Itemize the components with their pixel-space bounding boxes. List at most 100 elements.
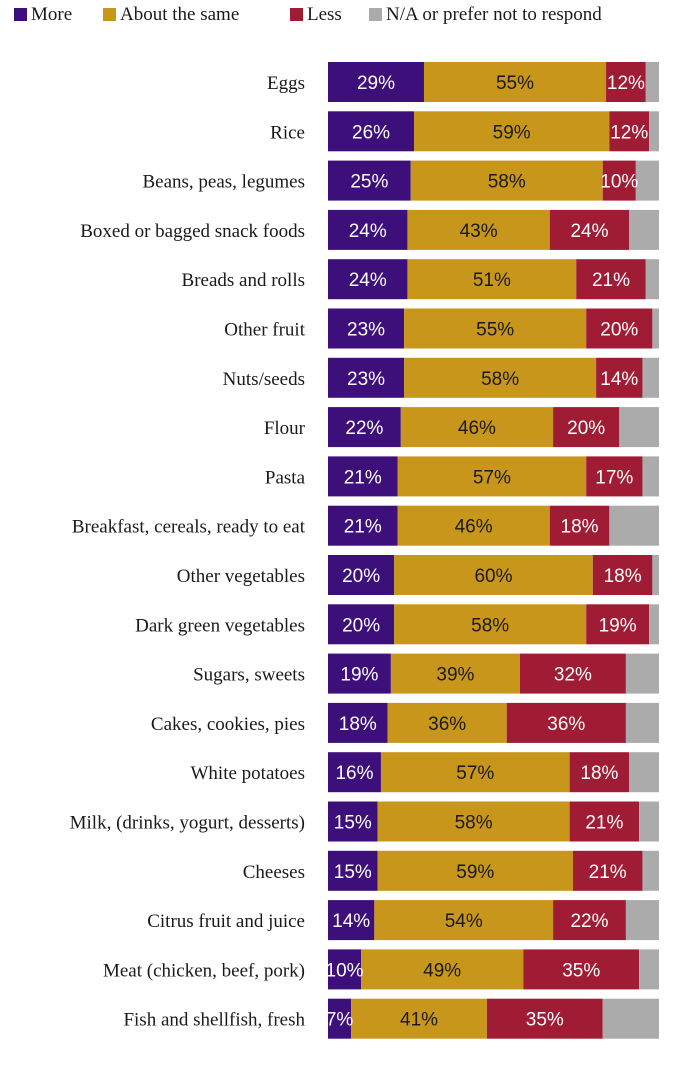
bar-segment-about-the-same [361, 949, 524, 990]
data-label-less: 35% [526, 1010, 564, 1031]
bar-segment-n-a-or-prefer-not-to-respond [609, 505, 659, 546]
data-label-less: 18% [604, 566, 642, 587]
category-label: Other fruit [224, 320, 305, 341]
data-label-more: 14% [332, 911, 370, 932]
bar-segment-n-a-or-prefer-not-to-respond [629, 209, 659, 250]
data-label-about-the-same: 54% [445, 911, 483, 932]
category-label: Milk, (drinks, yogurt, desserts) [70, 813, 305, 834]
bar-segment-about-the-same [377, 801, 570, 842]
data-label-more: 22% [345, 418, 383, 439]
bar-segment-more [328, 308, 405, 349]
category-label: Breakfast, cereals, ready to eat [72, 517, 306, 538]
bar-segment-less [553, 407, 620, 448]
data-label-less: 21% [585, 813, 623, 834]
data-label-less: 10% [600, 172, 638, 193]
legend-label-less: Less [307, 4, 342, 25]
category-label: White potatoes [191, 763, 306, 784]
data-label-less: 21% [589, 862, 627, 883]
bar-segment-about-the-same [423, 62, 607, 102]
bar-segment-more [328, 160, 411, 201]
bar-segment-about-the-same [387, 702, 507, 743]
category-label: Eggs [267, 73, 305, 94]
bar-segment-less [569, 752, 630, 793]
data-label-less: 19% [599, 615, 637, 636]
data-label-less: 14% [600, 369, 638, 390]
bar-segment-n-a-or-prefer-not-to-respond [619, 407, 659, 448]
category-labels: Eggs Rice Beans, peas, legumes Boxed or bag… [70, 73, 306, 1031]
bar-segment-n-a-or-prefer-not-to-respond [639, 949, 659, 990]
category-label: Other vegetables [177, 566, 305, 587]
data-label-more: 21% [344, 517, 382, 538]
bar-segment-about-the-same [377, 850, 573, 891]
bar-segment-about-the-same [374, 900, 554, 941]
data-label-more: 26% [352, 122, 390, 143]
data-label-more: 24% [349, 221, 387, 242]
data-label-less: 21% [592, 270, 630, 291]
legend-swatch-less [290, 8, 303, 21]
category-label: Breads and rolls [182, 270, 305, 291]
data-label-more: 29% [357, 73, 395, 94]
category-label: Pasta [265, 467, 306, 488]
data-label-less: 12% [607, 73, 645, 94]
data-label-less: 22% [570, 911, 608, 932]
bar-segment-n-a-or-prefer-not-to-respond [642, 456, 659, 497]
data-label-about-the-same: 59% [493, 122, 531, 143]
bar-segment-about-the-same [390, 653, 520, 694]
category-label: Boxed or bagged snack foods [80, 221, 305, 242]
data-label-about-the-same: 41% [400, 1010, 438, 1031]
data-label-more: 15% [334, 862, 372, 883]
bar-segment-n-a-or-prefer-not-to-respond [652, 308, 659, 349]
category-label: Flour [264, 418, 306, 439]
data-label-less: 32% [554, 665, 592, 686]
data-label-about-the-same: 58% [471, 615, 509, 636]
bar-segment-about-the-same [394, 604, 587, 645]
bar-segment-about-the-same [410, 160, 603, 201]
category-label: Sugars, sweets [193, 665, 305, 686]
data-label-more: 21% [344, 467, 382, 488]
bar-segment-n-a-or-prefer-not-to-respond [602, 998, 659, 1039]
bar-segment-about-the-same [400, 407, 554, 448]
bars [328, 62, 659, 1039]
data-label-about-the-same: 46% [458, 418, 496, 439]
category-label: Dark green vegetables [135, 615, 305, 636]
data-label-about-the-same: 46% [455, 517, 493, 538]
data-label-about-the-same: 39% [436, 665, 474, 686]
bar-segment-less [586, 604, 650, 645]
bar-segment-n-a-or-prefer-not-to-respond [652, 555, 659, 595]
data-label-less: 20% [567, 418, 605, 439]
bar-segment-more [328, 111, 415, 152]
data-label-less: 20% [600, 320, 638, 341]
bar-segment-less [606, 62, 646, 102]
bar-segment-n-a-or-prefer-not-to-respond [625, 702, 659, 743]
bar-segment-more [328, 209, 408, 250]
bar-segment-about-the-same [414, 111, 610, 152]
legend-label-more: More [31, 4, 72, 25]
bar-segment-less [549, 209, 630, 250]
bar-segment-n-a-or-prefer-not-to-respond [642, 357, 659, 398]
data-label-more: 23% [347, 320, 385, 341]
bar-segment-more [328, 555, 395, 595]
category-label: Citrus fruit and juice [147, 911, 305, 932]
data-label-about-the-same: 36% [428, 714, 466, 735]
bar-segment-n-a-or-prefer-not-to-respond [649, 604, 659, 645]
bar-segment-more [328, 998, 352, 1039]
bar-segment-n-a-or-prefer-not-to-respond [639, 801, 659, 842]
bar-segment-more [328, 407, 401, 448]
data-label-more: 20% [342, 566, 380, 587]
value-labels: 29% 55% 12% 26% 59% 12% 25% 58% 10% 24% 43% 24% 24% 5… [326, 73, 649, 1031]
bar-segment-more [328, 752, 381, 793]
data-label-about-the-same: 51% [473, 270, 511, 291]
data-label-less: 17% [595, 467, 633, 488]
bar-segment-n-a-or-prefer-not-to-respond [642, 850, 659, 891]
data-label-less: 18% [561, 517, 599, 538]
bar-segment-n-a-or-prefer-not-to-respond [645, 259, 659, 300]
data-label-about-the-same: 58% [481, 369, 519, 390]
bar-segment-more [328, 949, 362, 990]
data-label-less: 35% [562, 960, 600, 981]
bar-segment-more [328, 653, 391, 694]
bar-segment-more [328, 456, 398, 497]
bar-segment-n-a-or-prefer-not-to-respond [635, 160, 659, 201]
legend-swatch-more [14, 8, 27, 21]
bar-segment-less [523, 949, 640, 990]
